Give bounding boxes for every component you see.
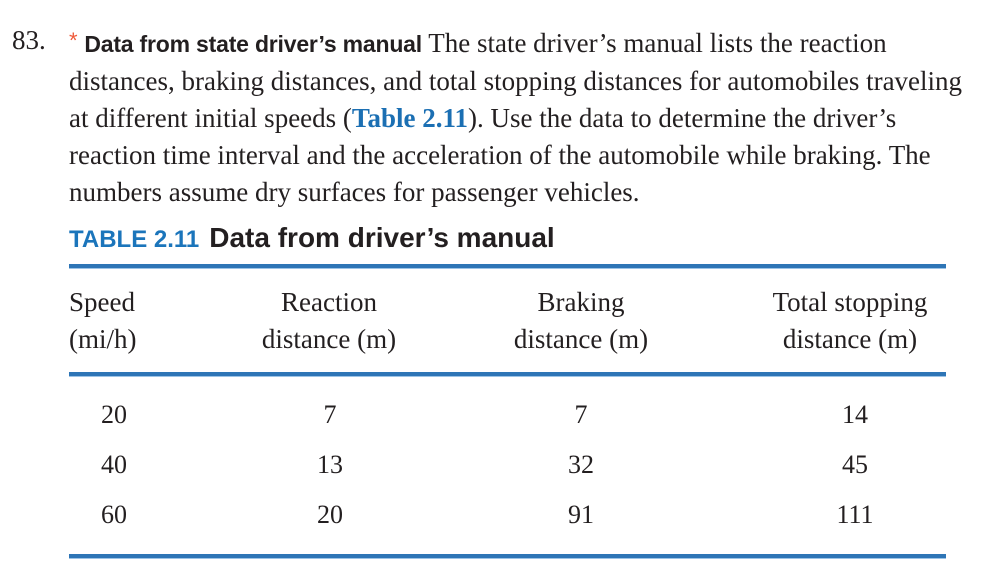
problem-text: * Data from state driver’s manual The st… (69, 22, 969, 211)
cell-speed: 40 (101, 450, 127, 479)
problem-text-part1: The state driver’s manual lists the reac… (69, 28, 963, 133)
table-label: TABLE 2.11 (69, 226, 200, 253)
table-top-rule (69, 264, 946, 269)
problem-title: Data from state driver’s manual (84, 31, 422, 57)
problem-text-part2: ). Use the data to determine the driver’… (69, 103, 931, 207)
table-header-rule (69, 372, 946, 377)
cell-speed: 20 (101, 400, 127, 429)
cell-reaction: 13 (317, 450, 343, 479)
table-caption: TABLE 2.11 Data from driver’s manual (69, 222, 555, 254)
cell-braking: 32 (568, 450, 594, 479)
cell-speed: 60 (101, 500, 127, 529)
table-reference-link[interactable]: Table 2.11 (351, 103, 468, 133)
header-braking-distance: Braking distance (m) (513, 287, 649, 354)
problem-number: 83. (12, 25, 46, 55)
header-total-stopping-distance: Total stopping distance (m) (772, 287, 928, 354)
header-speed: Speed (mi/h) (69, 287, 137, 354)
cell-total: 111 (836, 500, 874, 529)
difficulty-star-icon: * (69, 28, 78, 53)
cell-total: 14 (842, 400, 868, 429)
cell-total: 45 (842, 450, 868, 479)
cell-braking: 91 (568, 500, 594, 529)
header-reaction-distance: Reaction distance (m) (261, 287, 397, 354)
cell-reaction: 20 (317, 500, 343, 529)
cell-reaction: 7 (323, 400, 337, 429)
cell-braking: 7 (574, 400, 588, 429)
table-bottom-rule (69, 554, 946, 559)
table-title: Data from driver’s manual (209, 222, 555, 253)
